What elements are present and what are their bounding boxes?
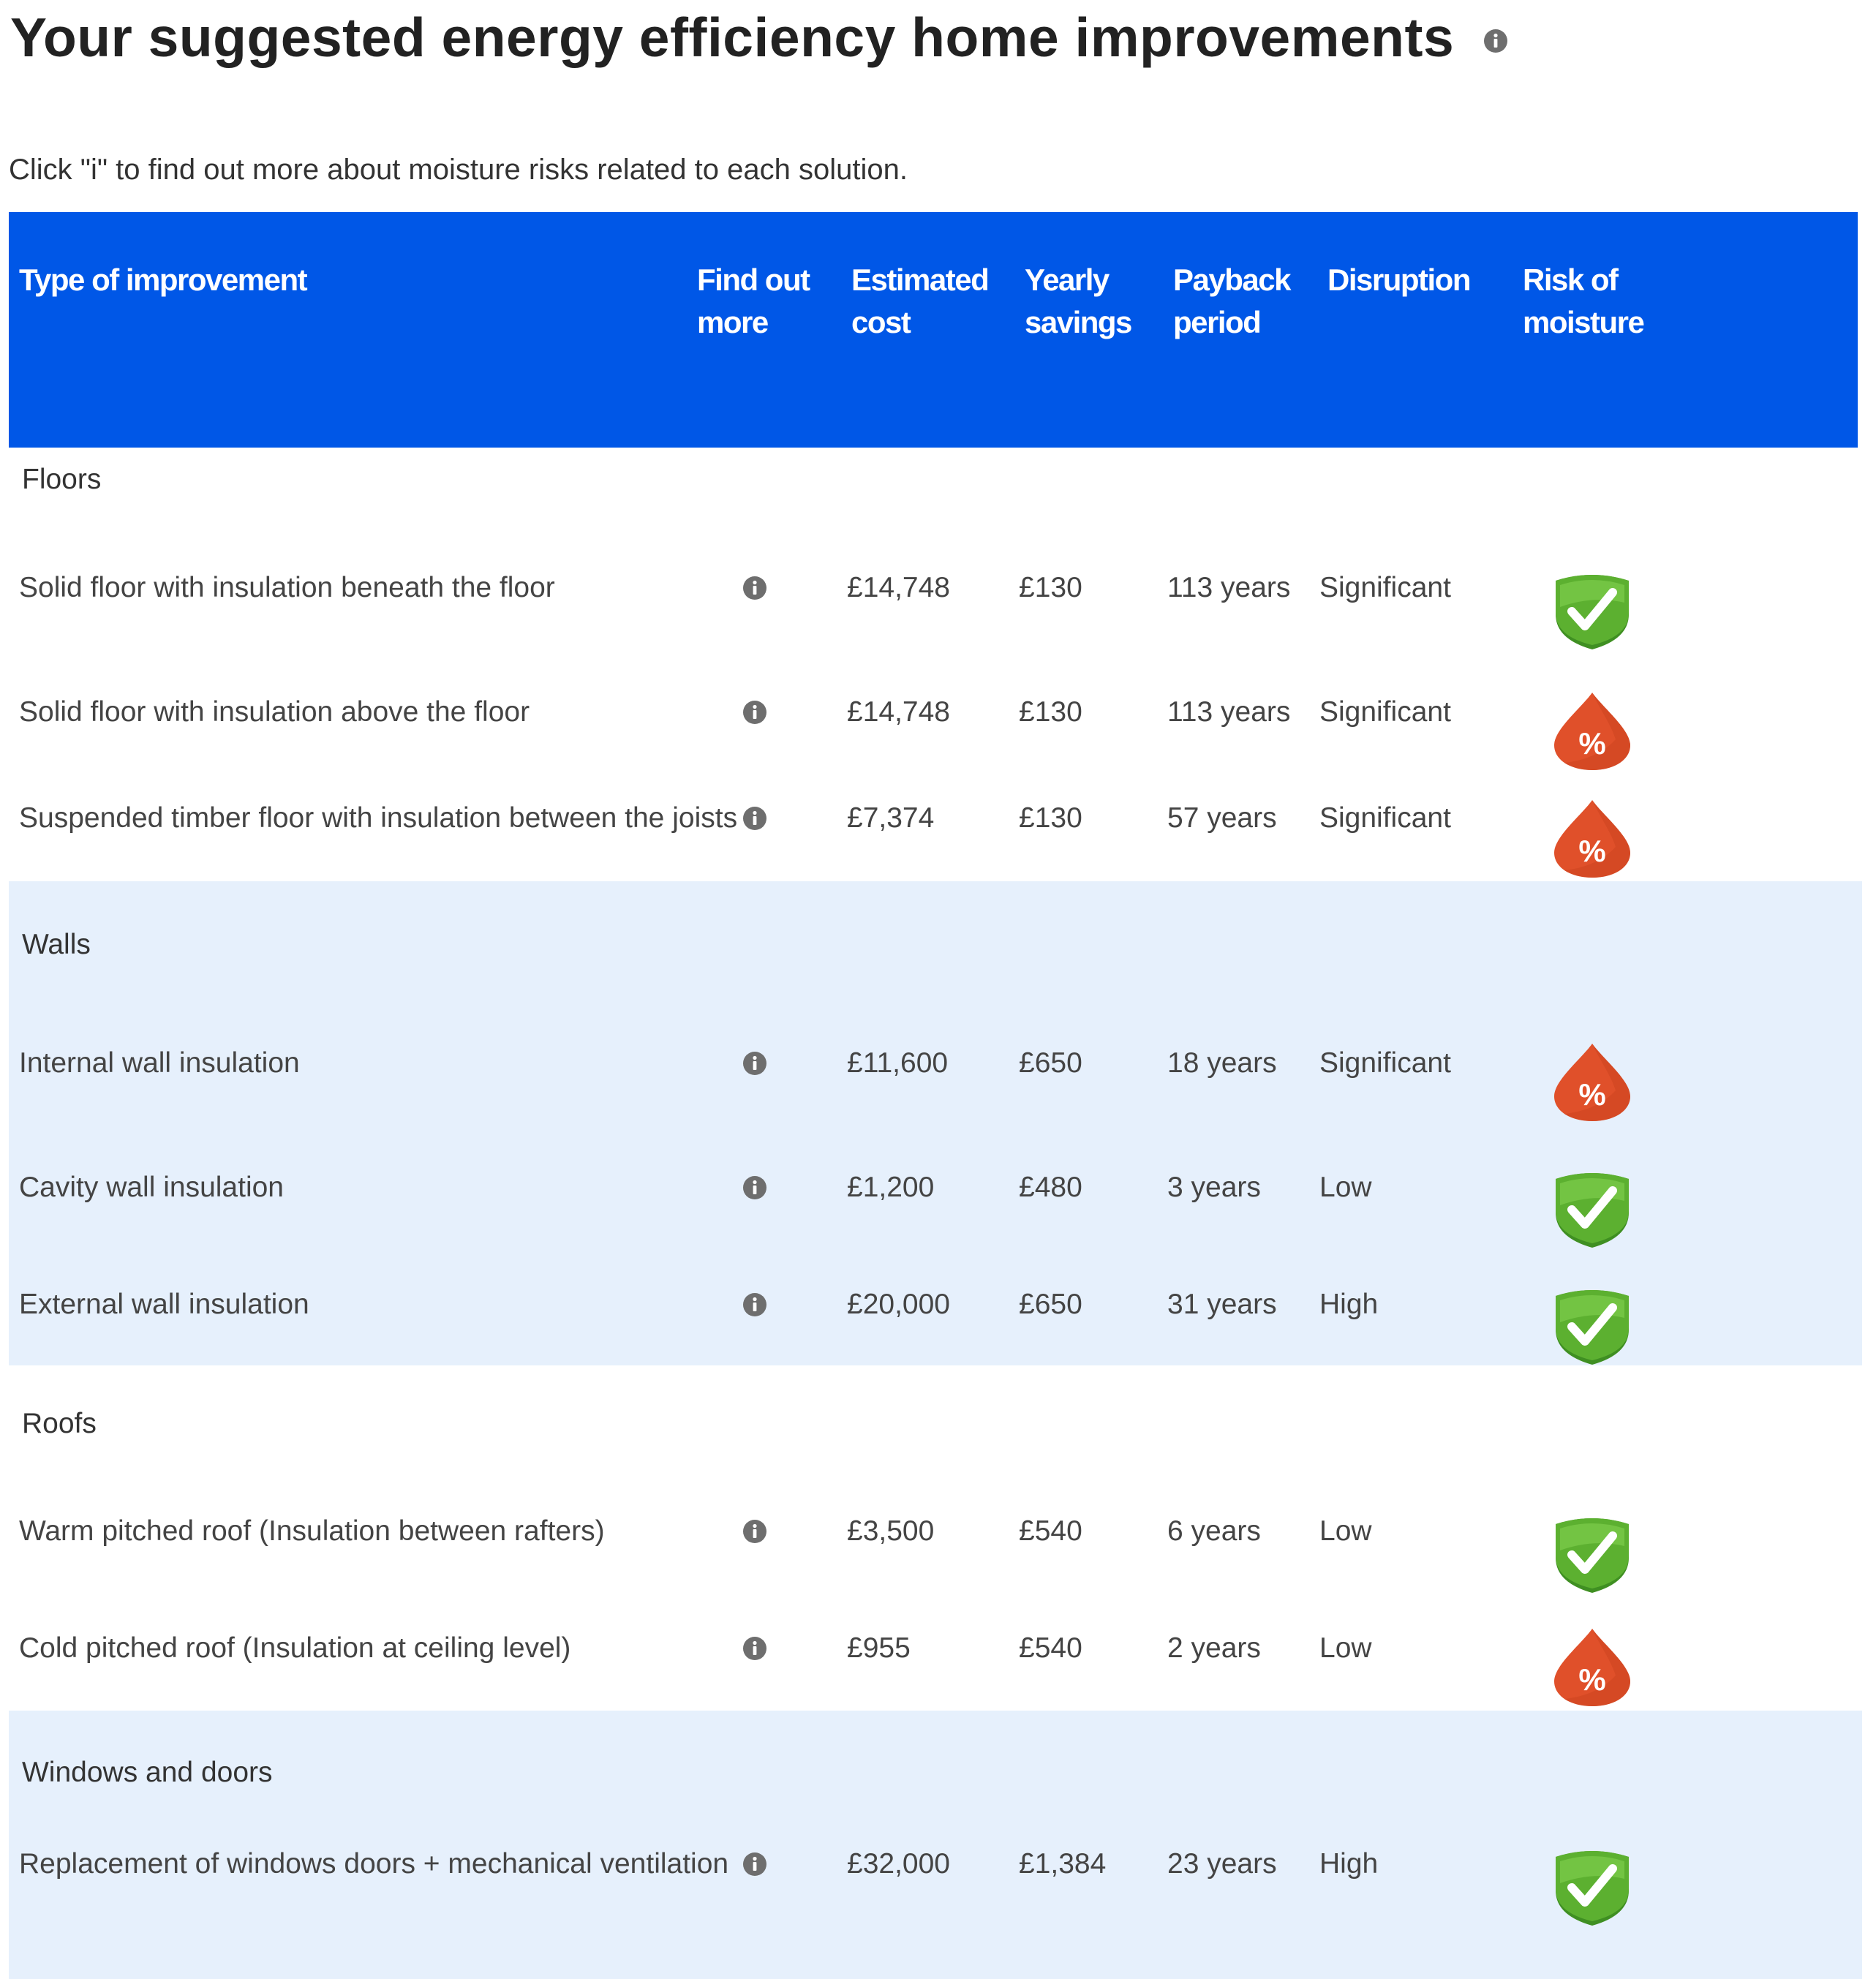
estimated-cost: £14,748 (847, 572, 950, 603)
group-title-floors: Floors (22, 464, 102, 495)
header-yearly-savings: Yearly savings (1025, 259, 1132, 344)
header-line: savings (1025, 305, 1132, 339)
yearly-savings: £130 (1019, 802, 1082, 834)
info-icon[interactable] (742, 576, 767, 600)
improvement-name: Replacement of windows doors + mechanica… (19, 1848, 729, 1880)
moisture-percent-symbol: % (1578, 1077, 1605, 1112)
yearly-savings: £540 (1019, 1632, 1082, 1664)
payback-period: 113 years (1167, 696, 1291, 728)
header-line: Payback (1173, 263, 1291, 297)
info-icon[interactable] (742, 1175, 767, 1200)
header-risk-of-moisture: Risk of moisture (1523, 259, 1645, 344)
group-title-roofs: Roofs (22, 1408, 97, 1439)
improvement-name: Warm pitched roof (Insulation between ra… (19, 1515, 605, 1547)
shield-check-icon (1548, 1847, 1636, 1927)
improvement-name: Internal wall insulation (19, 1047, 300, 1079)
improvement-name: Solid floor with insulation beneath the … (19, 572, 555, 603)
group-title-windows-and-doors: Windows and doors (22, 1757, 273, 1788)
improvement-name: External wall insulation (19, 1289, 309, 1320)
walls-group-band (9, 881, 1862, 1365)
windows-group-band (9, 1711, 1862, 1979)
moisture-drop-icon: % (1548, 691, 1636, 772)
yearly-savings: £130 (1019, 572, 1082, 603)
info-icon[interactable] (742, 1852, 767, 1877)
moisture-drop-icon: % (1548, 1627, 1636, 1708)
estimated-cost: £3,500 (847, 1515, 935, 1547)
payback-period: 6 years (1167, 1515, 1261, 1547)
page-subtitle: Click "i" to find out more about moistur… (9, 154, 908, 186)
improvement-name: Suspended timber floor with insulation b… (19, 802, 738, 834)
info-icon[interactable] (1483, 29, 1508, 53)
header-line: Yearly (1025, 263, 1110, 297)
disruption-level: Low (1319, 1632, 1372, 1664)
header-disruption: Disruption (1327, 263, 1471, 297)
header-line: more (697, 305, 769, 339)
moisture-percent-symbol: % (1578, 1662, 1605, 1697)
payback-period: 3 years (1167, 1172, 1261, 1203)
improvement-name: Solid floor with insulation above the fl… (19, 696, 530, 728)
disruption-level: Low (1319, 1515, 1372, 1547)
improvement-name: Cold pitched roof (Insulation at ceiling… (19, 1632, 571, 1664)
payback-period: 18 years (1167, 1047, 1277, 1079)
payback-period: 2 years (1167, 1632, 1261, 1664)
disruption-level: High (1319, 1289, 1379, 1320)
yearly-savings: £650 (1019, 1047, 1082, 1079)
estimated-cost: £955 (847, 1632, 911, 1664)
estimated-cost: £1,200 (847, 1172, 935, 1203)
yearly-savings: £130 (1019, 696, 1082, 728)
estimated-cost: £20,000 (847, 1289, 950, 1320)
shield-check-icon (1548, 1514, 1636, 1594)
info-icon[interactable] (742, 1292, 767, 1317)
header-line: moisture (1523, 305, 1645, 339)
disruption-level: Significant (1319, 802, 1451, 834)
yearly-savings: £650 (1019, 1289, 1082, 1320)
info-icon[interactable] (742, 700, 767, 725)
moisture-drop-icon: % (1548, 1042, 1636, 1123)
header-line: cost (851, 305, 911, 339)
info-icon[interactable] (742, 1051, 767, 1076)
estimated-cost: £11,600 (847, 1047, 949, 1079)
disruption-level: Low (1319, 1172, 1372, 1203)
header-line: Find out (697, 263, 810, 297)
shield-check-icon (1548, 570, 1636, 651)
info-icon[interactable] (742, 1519, 767, 1544)
disruption-level: Significant (1319, 572, 1451, 603)
disruption-level: Significant (1319, 696, 1451, 728)
info-icon[interactable] (742, 806, 767, 831)
page-title: Your suggested energy efficiency home im… (10, 6, 1508, 69)
table-header: Type of improvement Find out more Estima… (9, 212, 1858, 448)
group-title-walls: Walls (22, 929, 91, 960)
payback-period: 23 years (1167, 1848, 1277, 1880)
disruption-level: High (1319, 1848, 1379, 1880)
info-icon[interactable] (742, 1636, 767, 1661)
payback-period: 113 years (1167, 572, 1291, 603)
estimated-cost: £14,748 (847, 696, 950, 728)
moisture-percent-symbol: % (1578, 834, 1605, 868)
header-payback-period: Payback period (1173, 259, 1291, 344)
header-line: period (1173, 305, 1262, 339)
disruption-level: Significant (1319, 1047, 1451, 1079)
page-title-text: Your suggested energy efficiency home im… (10, 7, 1455, 68)
header-line: Estimated (851, 263, 990, 297)
header-line: Risk of (1523, 263, 1619, 297)
shield-check-icon (1548, 1169, 1636, 1249)
yearly-savings: £540 (1019, 1515, 1082, 1547)
improvement-name: Cavity wall insulation (19, 1172, 284, 1203)
shield-check-icon (1548, 1286, 1636, 1366)
moisture-percent-symbol: % (1578, 726, 1605, 761)
header-find-out-more: Find out more (697, 259, 810, 344)
yearly-savings: £1,384 (1019, 1848, 1107, 1880)
estimated-cost: £7,374 (847, 802, 935, 834)
payback-period: 57 years (1167, 802, 1277, 834)
yearly-savings: £480 (1019, 1172, 1082, 1203)
estimated-cost: £32,000 (847, 1848, 950, 1880)
header-type-of-improvement: Type of improvement (19, 263, 308, 297)
header-estimated-cost: Estimated cost (851, 259, 990, 344)
moisture-drop-icon: % (1548, 799, 1636, 879)
payback-period: 31 years (1167, 1289, 1277, 1320)
